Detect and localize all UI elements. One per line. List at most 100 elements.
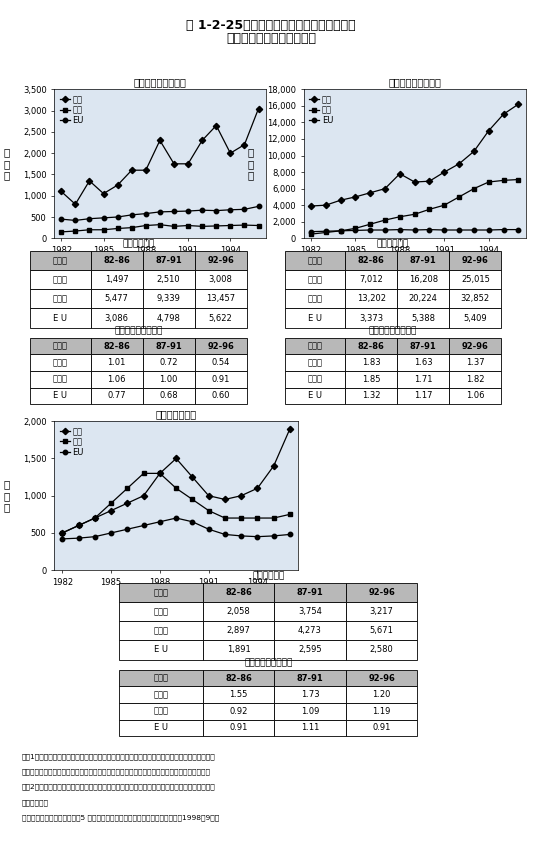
Text: 82-86: 82-86	[358, 256, 385, 266]
EU	[500, 225, 507, 235]
Text: 1.09: 1.09	[301, 706, 319, 716]
EU	[157, 517, 163, 527]
Text: 0.60: 0.60	[211, 391, 230, 401]
FancyBboxPatch shape	[30, 251, 91, 271]
Text: E U: E U	[308, 313, 322, 323]
FancyBboxPatch shape	[195, 289, 247, 308]
EU	[128, 209, 135, 220]
米国	[189, 472, 196, 483]
Text: 92-96: 92-96	[207, 256, 234, 266]
FancyBboxPatch shape	[346, 670, 417, 686]
FancyBboxPatch shape	[346, 686, 417, 703]
EU	[382, 225, 388, 235]
EU	[486, 225, 492, 235]
Text: 1.01: 1.01	[107, 358, 126, 368]
米国	[222, 494, 228, 505]
Text: 1.32: 1.32	[362, 391, 380, 401]
FancyBboxPatch shape	[285, 338, 345, 354]
Text: 1.06: 1.06	[466, 391, 485, 401]
FancyBboxPatch shape	[203, 640, 274, 660]
Text: 92-96: 92-96	[462, 341, 489, 351]
EU	[213, 205, 220, 215]
Text: 5,671: 5,671	[370, 626, 393, 636]
FancyBboxPatch shape	[91, 338, 143, 354]
FancyBboxPatch shape	[345, 354, 397, 371]
EU	[397, 225, 403, 235]
FancyBboxPatch shape	[285, 271, 345, 289]
FancyBboxPatch shape	[397, 289, 449, 308]
Text: E U: E U	[308, 391, 322, 401]
EU	[238, 531, 244, 541]
FancyBboxPatch shape	[119, 603, 203, 621]
米国	[397, 168, 403, 179]
日本	[515, 174, 521, 185]
FancyBboxPatch shape	[195, 308, 247, 328]
日本	[59, 528, 66, 538]
EU	[124, 524, 131, 534]
Text: 含む。: 含む。	[22, 799, 49, 806]
米国	[59, 528, 66, 538]
EU	[515, 225, 521, 235]
Text: 国　名: 国 名	[53, 256, 68, 266]
日本	[227, 220, 234, 231]
EU	[58, 214, 64, 224]
Text: 3,086: 3,086	[105, 313, 128, 323]
EU	[199, 205, 205, 215]
Text: 日　本: 日 本	[307, 275, 322, 284]
EU	[470, 225, 477, 235]
EU	[189, 517, 196, 527]
米国	[185, 158, 191, 168]
FancyBboxPatch shape	[397, 308, 449, 328]
FancyBboxPatch shape	[274, 621, 346, 640]
Text: 7,012: 7,012	[359, 275, 383, 284]
FancyBboxPatch shape	[345, 289, 397, 308]
EU	[426, 225, 433, 235]
FancyBboxPatch shape	[195, 354, 247, 371]
日本	[322, 227, 329, 237]
EU	[173, 513, 179, 523]
EU	[411, 225, 418, 235]
Text: 13,202: 13,202	[357, 294, 386, 304]
EU	[108, 528, 114, 538]
EU	[185, 206, 191, 216]
米国	[470, 146, 477, 157]
Text: 米　国: 米 国	[53, 294, 68, 304]
EU	[92, 532, 98, 542]
FancyBboxPatch shape	[91, 289, 143, 308]
日本	[157, 468, 163, 478]
日本	[86, 225, 93, 235]
Text: 日　本: 日 本	[53, 275, 68, 284]
日本	[157, 220, 163, 230]
米国	[287, 424, 293, 434]
FancyBboxPatch shape	[30, 354, 91, 371]
FancyBboxPatch shape	[143, 251, 195, 271]
日本	[75, 520, 82, 531]
Text: 国　名: 国 名	[153, 673, 169, 683]
FancyBboxPatch shape	[195, 338, 247, 354]
FancyBboxPatch shape	[397, 388, 449, 404]
Text: 82-86: 82-86	[225, 673, 252, 683]
FancyBboxPatch shape	[143, 338, 195, 354]
Text: 1.63: 1.63	[414, 358, 433, 368]
Y-axis label: 技
術
力: 技 術 力	[3, 147, 9, 180]
日本	[205, 505, 212, 516]
日本	[124, 483, 131, 494]
Text: 国　名: 国 名	[307, 341, 322, 351]
FancyBboxPatch shape	[203, 720, 274, 736]
日本	[185, 220, 191, 231]
日本	[470, 184, 477, 194]
Text: 第 1-2-25図　特許データによる技術力比較: 第 1-2-25図 特許データによる技術力比較	[186, 19, 356, 31]
FancyBboxPatch shape	[397, 251, 449, 271]
米国	[367, 188, 373, 198]
FancyBboxPatch shape	[119, 621, 203, 640]
FancyBboxPatch shape	[30, 271, 91, 289]
FancyBboxPatch shape	[285, 354, 345, 371]
FancyBboxPatch shape	[143, 388, 195, 404]
Text: 2,510: 2,510	[157, 275, 180, 284]
Text: 82-86: 82-86	[225, 588, 252, 597]
Text: 特許登録件数: 特許登録件数	[377, 239, 409, 248]
Text: 米　国: 米 国	[307, 374, 322, 384]
Text: 2,058: 2,058	[227, 607, 250, 616]
Text: クト指数は、登録された特許がその後の特許引用で引用される回数を標準化したもの。: クト指数は、登録された特許がその後の特許引用で引用される回数を標準化したもの。	[22, 768, 211, 775]
FancyBboxPatch shape	[30, 289, 91, 308]
